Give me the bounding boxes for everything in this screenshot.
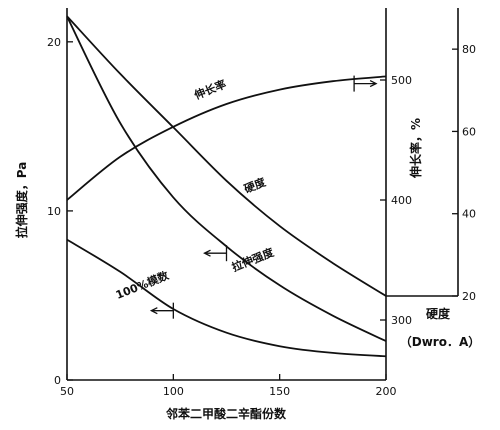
series-markers [149,75,378,319]
elongation-tick-label: 400 [391,194,412,207]
series-label: 拉伸强度 [230,245,277,275]
x-tick-label: 50 [60,385,74,398]
tensile-ticks: 0 10 20 [47,36,73,387]
series-label: 伸长率 [191,77,228,103]
hardness-ticks: 20 40 60 80 [452,43,476,303]
hardness-tick-label: 20 [462,290,476,303]
x-tick-label: 100 [163,385,184,398]
tensile-axis-label: 拉伸强度，Pa [14,162,29,239]
x-tick-label: 150 [269,385,290,398]
x-axis-label: 邻苯二甲酸二辛酯份数 [165,406,287,421]
tensile-tick-label: 10 [47,205,61,218]
series-line [66,238,387,358]
series-line [66,16,387,342]
axis-indicator-marker [203,245,228,262]
elongation-tick-label: 300 [391,314,412,327]
hardness-tick-label: 40 [462,208,476,221]
series-curves [66,15,387,358]
tensile-tick-label: 0 [54,374,61,387]
elongation-tick-label: 500 [391,74,412,87]
x-ticks: 50 100 150 200 [60,374,397,398]
hardness-tick-label: 60 [462,125,476,138]
series-line [66,15,387,297]
axis-indicator-marker [353,75,378,92]
elongation-ticks: 300 400 500 [380,74,412,327]
hardness-label-bottom: （Dwro．A） [400,334,481,349]
grid-axes [66,8,459,381]
axis-indicator-marker [149,302,174,319]
series-line [66,75,387,201]
hardness-label-top: 硬度 [426,306,451,321]
x-tick-label: 200 [376,385,397,398]
elongation-axis-label: 伸长率，% [408,118,423,179]
series-label: 硬度 [242,174,269,196]
hardness-tick-label: 80 [462,43,476,56]
tensile-tick-label: 20 [47,36,61,49]
